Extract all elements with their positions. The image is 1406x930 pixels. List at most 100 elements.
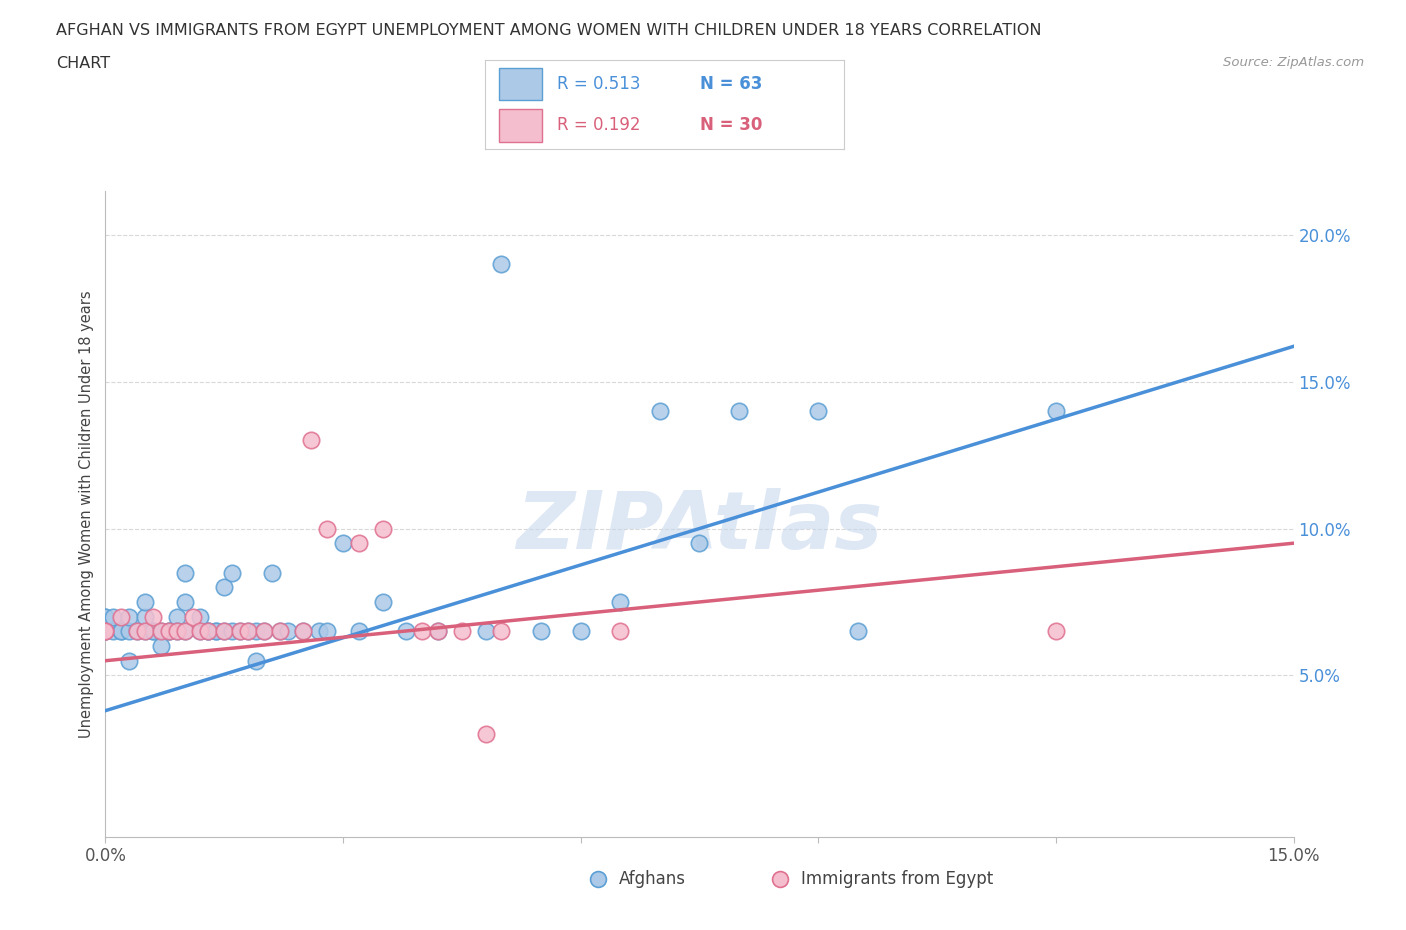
Point (371, 594, 394, 609)
Point (609, 624, 631, 639)
Text: AFGHAN VS IMMIGRANTS FROM EGYPT UNEMPLOYMENT AMONG WOMEN WITH CHILDREN UNDER 18 : AFGHAN VS IMMIGRANTS FROM EGYPT UNEMPLOY… (56, 23, 1042, 38)
Point (197, 624, 219, 639)
Text: Source: ZipAtlas.com: Source: ZipAtlas.com (1223, 56, 1364, 69)
Point (94, 609, 117, 624)
Point (728, 404, 751, 418)
Point (94, 624, 117, 639)
Point (689, 536, 711, 551)
Point (269, 624, 291, 639)
Point (846, 624, 869, 639)
Point (127, 624, 149, 639)
Point (197, 624, 219, 639)
Point (609, 594, 631, 609)
Point (134, 624, 156, 639)
Point (190, 609, 212, 624)
Point (427, 624, 450, 639)
Point (103, 624, 125, 639)
Point (292, 624, 315, 639)
Point (118, 624, 141, 639)
Point (205, 624, 228, 639)
Point (94, 624, 117, 639)
Point (371, 521, 394, 536)
Text: R = 0.513: R = 0.513 (557, 74, 640, 93)
Point (395, 624, 418, 639)
Point (474, 624, 496, 639)
Point (214, 624, 236, 639)
Point (134, 594, 156, 609)
Point (229, 624, 252, 639)
Point (190, 624, 212, 639)
Point (103, 609, 125, 624)
Text: N = 30: N = 30 (700, 116, 762, 135)
Point (173, 624, 195, 639)
Point (149, 624, 172, 639)
Point (118, 653, 141, 668)
Point (173, 624, 195, 639)
Point (316, 624, 339, 639)
Point (474, 726, 496, 741)
Point (157, 624, 180, 639)
Point (142, 624, 165, 639)
Point (94, 624, 117, 639)
Point (110, 624, 132, 639)
Point (1045, 624, 1067, 639)
Point (134, 624, 156, 639)
Point (269, 624, 291, 639)
Point (214, 624, 236, 639)
Point (427, 624, 450, 639)
Point (530, 624, 553, 639)
Point (245, 653, 267, 668)
Point (450, 624, 472, 639)
Point (118, 609, 141, 624)
Point (173, 565, 195, 580)
Text: Afghans: Afghans (619, 870, 686, 888)
Point (157, 624, 180, 639)
Point (491, 257, 513, 272)
Point (166, 624, 188, 639)
Text: Immigrants from Egypt: Immigrants from Egypt (801, 870, 994, 888)
Point (260, 565, 283, 580)
Point (1045, 404, 1067, 418)
Point (236, 624, 259, 639)
Text: R = 0.192: R = 0.192 (557, 116, 640, 135)
Point (221, 624, 243, 639)
Point (134, 609, 156, 624)
Point (569, 624, 592, 639)
FancyBboxPatch shape (499, 68, 543, 100)
Point (316, 521, 339, 536)
Point (142, 609, 165, 624)
Point (229, 624, 252, 639)
Point (110, 609, 132, 624)
Text: ZIPAtlas: ZIPAtlas (516, 487, 883, 565)
FancyBboxPatch shape (499, 109, 543, 141)
Point (205, 624, 228, 639)
Point (586, 871, 609, 886)
Point (127, 624, 149, 639)
Point (94, 609, 117, 624)
Point (149, 624, 172, 639)
Point (648, 404, 671, 418)
Point (253, 624, 276, 639)
Text: CHART: CHART (56, 56, 110, 71)
Point (214, 579, 236, 594)
Point (769, 871, 792, 886)
Point (411, 624, 433, 639)
Point (166, 609, 188, 624)
Point (245, 624, 267, 639)
Point (308, 624, 330, 639)
Point (110, 624, 132, 639)
Point (181, 609, 204, 624)
Point (173, 594, 195, 609)
Point (299, 433, 322, 448)
Point (166, 624, 188, 639)
Point (94, 624, 117, 639)
Point (347, 536, 370, 551)
Point (491, 624, 513, 639)
Point (807, 404, 830, 418)
Point (190, 624, 212, 639)
Point (347, 624, 370, 639)
Point (253, 624, 276, 639)
Point (221, 565, 243, 580)
Point (157, 624, 180, 639)
Point (142, 624, 165, 639)
